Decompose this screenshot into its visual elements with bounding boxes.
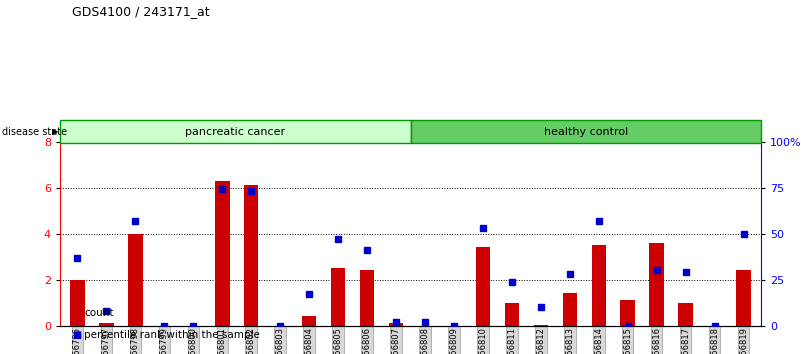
Bar [650,243,664,326]
Bar [678,303,693,326]
Bar [99,324,114,326]
Text: ■: ■ [72,308,82,318]
FancyBboxPatch shape [410,120,761,143]
Bar [128,234,143,326]
Bar [331,268,345,326]
FancyBboxPatch shape [60,120,410,143]
Bar [302,316,316,326]
Bar [388,324,403,326]
Bar [562,293,577,326]
Bar [621,300,635,326]
Text: ■: ■ [72,330,82,339]
Bar [476,247,490,326]
Bar [591,245,606,326]
Text: healthy control: healthy control [544,127,628,137]
Text: percentile rank within the sample: percentile rank within the sample [84,330,260,339]
Text: pancreatic cancer: pancreatic cancer [185,127,285,137]
Text: GDS4100 / 243171_at: GDS4100 / 243171_at [72,5,210,18]
Text: disease state: disease state [2,127,66,137]
Bar [736,270,751,326]
Text: ▶: ▶ [52,127,58,136]
Text: count: count [84,308,114,318]
Bar [360,270,374,326]
Bar [505,303,519,326]
Bar [533,325,548,326]
Bar [215,181,230,326]
Bar [70,280,85,326]
Bar [244,185,259,326]
